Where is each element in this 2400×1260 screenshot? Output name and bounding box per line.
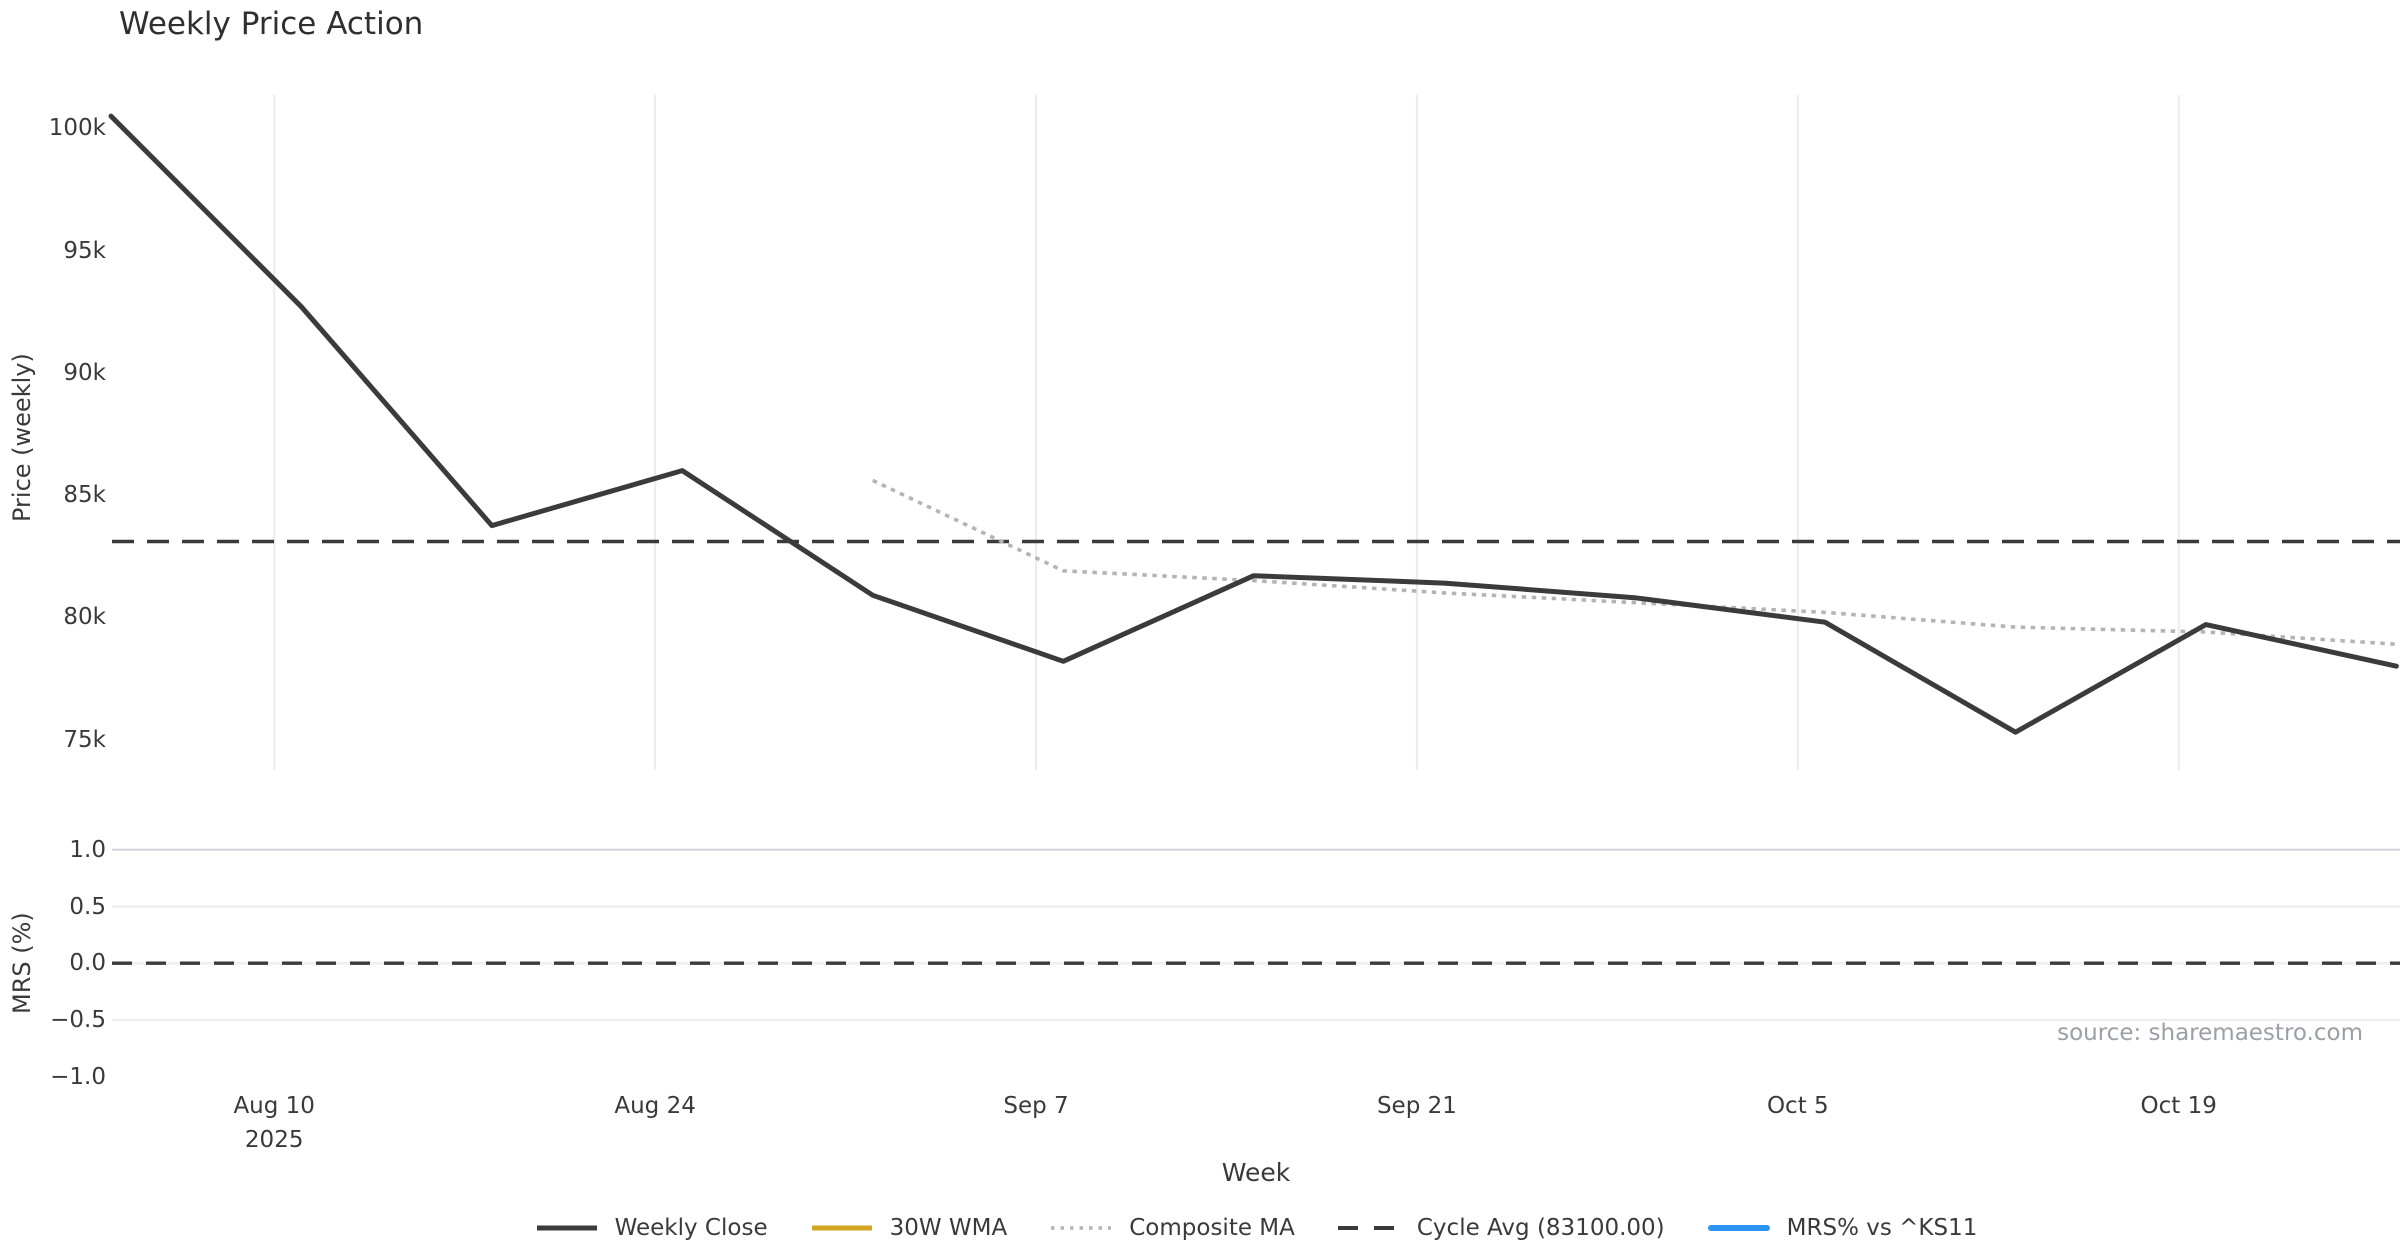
xtick-label: Aug 10	[233, 1093, 315, 1119]
xtick-year-label: 2025	[244, 1127, 304, 1153]
price-ytick: 100k	[48, 115, 106, 142]
x-axis-label: Week	[1221, 1158, 1291, 1187]
legend-item-weekly-close: Weekly Close	[535, 1215, 768, 1241]
price-ytick: 90k	[63, 359, 106, 386]
source-note: source: sharemaestro.com	[2057, 1020, 2363, 1046]
mrs-ytick: 0.5	[69, 893, 106, 920]
xtick-label: Sep 21	[1376, 1093, 1457, 1119]
xtick-label: Aug 24	[614, 1093, 696, 1119]
weekly-close-line	[108, 113, 2399, 735]
legend-label-weekly-close: Weekly Close	[614, 1215, 768, 1241]
dotted-line-swatch-icon	[1051, 1226, 1112, 1230]
price-ytick: 85k	[63, 482, 106, 509]
xtick-label: Oct 19	[2140, 1093, 2217, 1119]
xtick-label: Oct 5	[1766, 1093, 1829, 1119]
legend-item-cycle-avg: Cycle Avg (83100.00)	[1337, 1215, 1665, 1241]
price-ytick: 80k	[63, 604, 106, 631]
mrs-ytick: 0.0	[69, 950, 106, 977]
price-gridlines	[273, 95, 2180, 770]
mrs-ytick: −0.5	[50, 1006, 106, 1033]
xtick-label: Sep 7	[1003, 1093, 1069, 1119]
solid-line-swatch-icon	[536, 1225, 597, 1231]
legend: Weekly Close 30W WMA Composite MA Cycle …	[112, 1206, 2400, 1250]
chart-title: Weekly Price Action	[119, 6, 424, 42]
legend-label-cycle-avg: Cycle Avg (83100.00)	[1416, 1215, 1665, 1241]
solid-line-swatch-icon	[811, 1225, 872, 1231]
legend-label-30w-wma: 30W WMA	[889, 1215, 1008, 1241]
solid-line-swatch-icon	[1707, 1225, 1770, 1231]
price-ytick: 75k	[63, 726, 106, 753]
dashed-line-swatch-icon	[1337, 1226, 1400, 1230]
composite-ma-line	[872, 478, 2397, 646]
legend-item-mrs: MRS% vs ^KS11	[1707, 1215, 1978, 1241]
mrs-gridlines	[112, 848, 2400, 1021]
legend-item-composite-ma: Composite MA	[1049, 1215, 1295, 1241]
legend-item-30w-wma: 30W WMA	[810, 1215, 1008, 1241]
legend-label-composite-ma: Composite MA	[1129, 1215, 1295, 1241]
mrs-ytick: 1.0	[69, 836, 106, 863]
legend-label-mrs: MRS% vs ^KS11	[1786, 1215, 1978, 1241]
mrs-ytick: −1.0	[50, 1063, 106, 1090]
price-ytick: 95k	[63, 237, 106, 264]
